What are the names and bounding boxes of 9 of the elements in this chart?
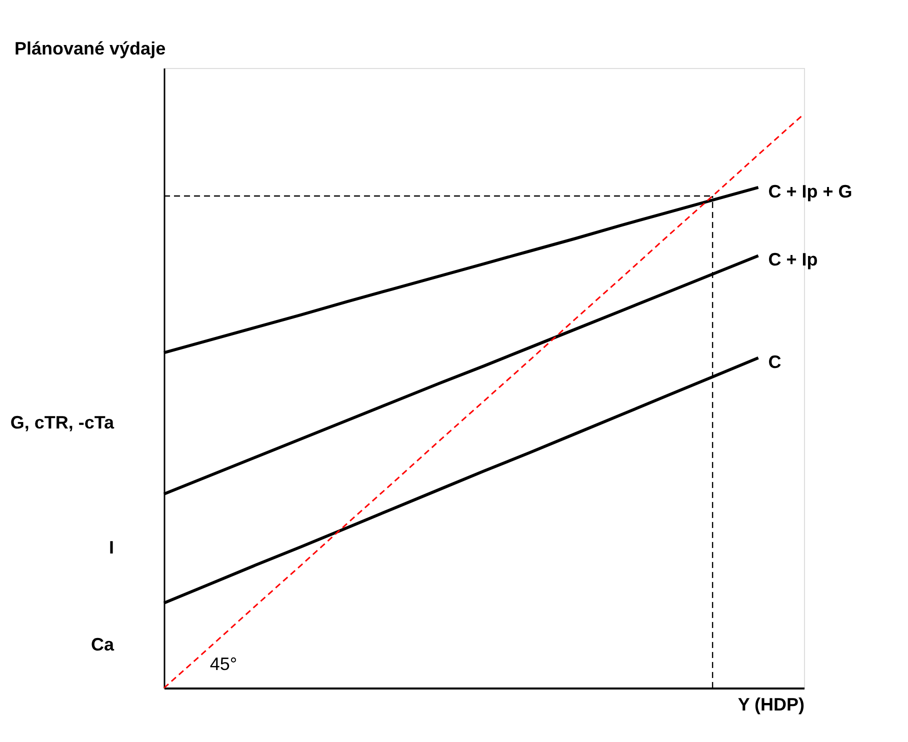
x-axis-title: Y (HDP): [738, 694, 804, 714]
series-label: C + Ip: [768, 250, 818, 270]
text: G, cTR, -cTa: [10, 412, 115, 432]
series-label: C + Ip + G: [768, 181, 852, 202]
text: I: [108, 538, 114, 558]
y-axis-title: Plánované výdaje: [14, 38, 166, 58]
series-label: C: [768, 352, 782, 372]
annotation: 45°: [210, 654, 238, 674]
text: Ca: [90, 634, 115, 655]
